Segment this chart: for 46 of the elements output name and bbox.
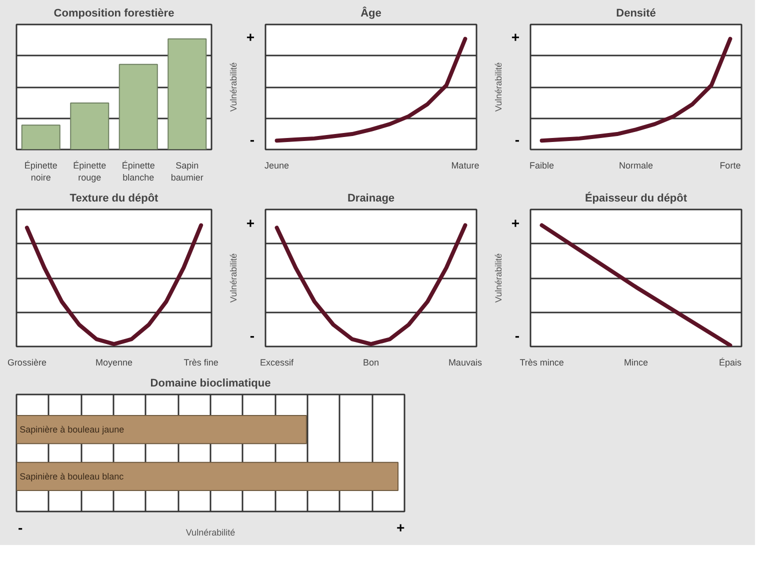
y-axis-title: Vulnérabilité	[228, 253, 238, 303]
x-tick-label: Grossière	[7, 358, 46, 368]
x-tick-label: Épinette noire	[24, 160, 58, 182]
x-tick-label: Très fine	[184, 358, 218, 368]
chart-title: Composition forestière	[54, 8, 174, 20]
y-tick-label: Sapinière à bouleau blanc	[20, 471, 124, 482]
y-axis-title: Vulnérabilité	[228, 62, 238, 112]
y-axis-title: Vulnérabilité	[493, 253, 504, 303]
x-tick-label: Épais	[718, 358, 742, 368]
text: -	[514, 132, 520, 148]
x-tick-label: Sapin baumier	[170, 160, 204, 182]
text: +	[246, 215, 255, 232]
text: +	[396, 520, 405, 536]
x-tick-label: Faible	[530, 160, 554, 170]
x-tick-label: Jeune	[264, 160, 290, 170]
chart-title: Âge	[360, 6, 382, 20]
x-tick-label: Normale	[618, 160, 654, 170]
text: -	[250, 328, 255, 344]
chart-title: Drainage	[347, 192, 395, 204]
x-tick-label: Mature	[451, 160, 480, 170]
x-tick-label: Excessif	[260, 358, 294, 368]
x-tick-label: Forte	[720, 160, 741, 170]
y-axis-title: Vulnérabilité	[493, 62, 504, 112]
x-tick-label: Moyenne	[95, 358, 133, 368]
bar	[70, 102, 110, 150]
x-tick-label: Mince	[624, 358, 648, 368]
bar	[118, 64, 158, 150]
chart-title: Domaine bioclimatique	[150, 378, 271, 390]
text: +	[511, 215, 520, 232]
text: -	[250, 132, 255, 148]
x-axis-title: Vulnérabilité	[186, 528, 236, 538]
chart-title: Densité	[616, 8, 656, 20]
x-tick-label: Mauvais	[448, 358, 482, 368]
x-tick-label: Épinette blanche	[122, 160, 155, 182]
bar	[21, 124, 60, 150]
x-tick-label: Épinette rouge	[73, 160, 106, 182]
x-tick-label: Bon	[362, 358, 380, 368]
x-tick-label: Très mince	[520, 358, 564, 368]
text: +	[246, 29, 255, 45]
chart-title: Texture du dépôt	[70, 192, 159, 204]
text: -	[514, 328, 520, 344]
text: +	[511, 29, 520, 45]
bar	[168, 38, 207, 150]
chart-title: Épaisseur du dépôt	[584, 192, 688, 204]
y-tick-label: Sapinière à bouleau jaune	[20, 424, 124, 435]
text: -	[18, 520, 24, 536]
